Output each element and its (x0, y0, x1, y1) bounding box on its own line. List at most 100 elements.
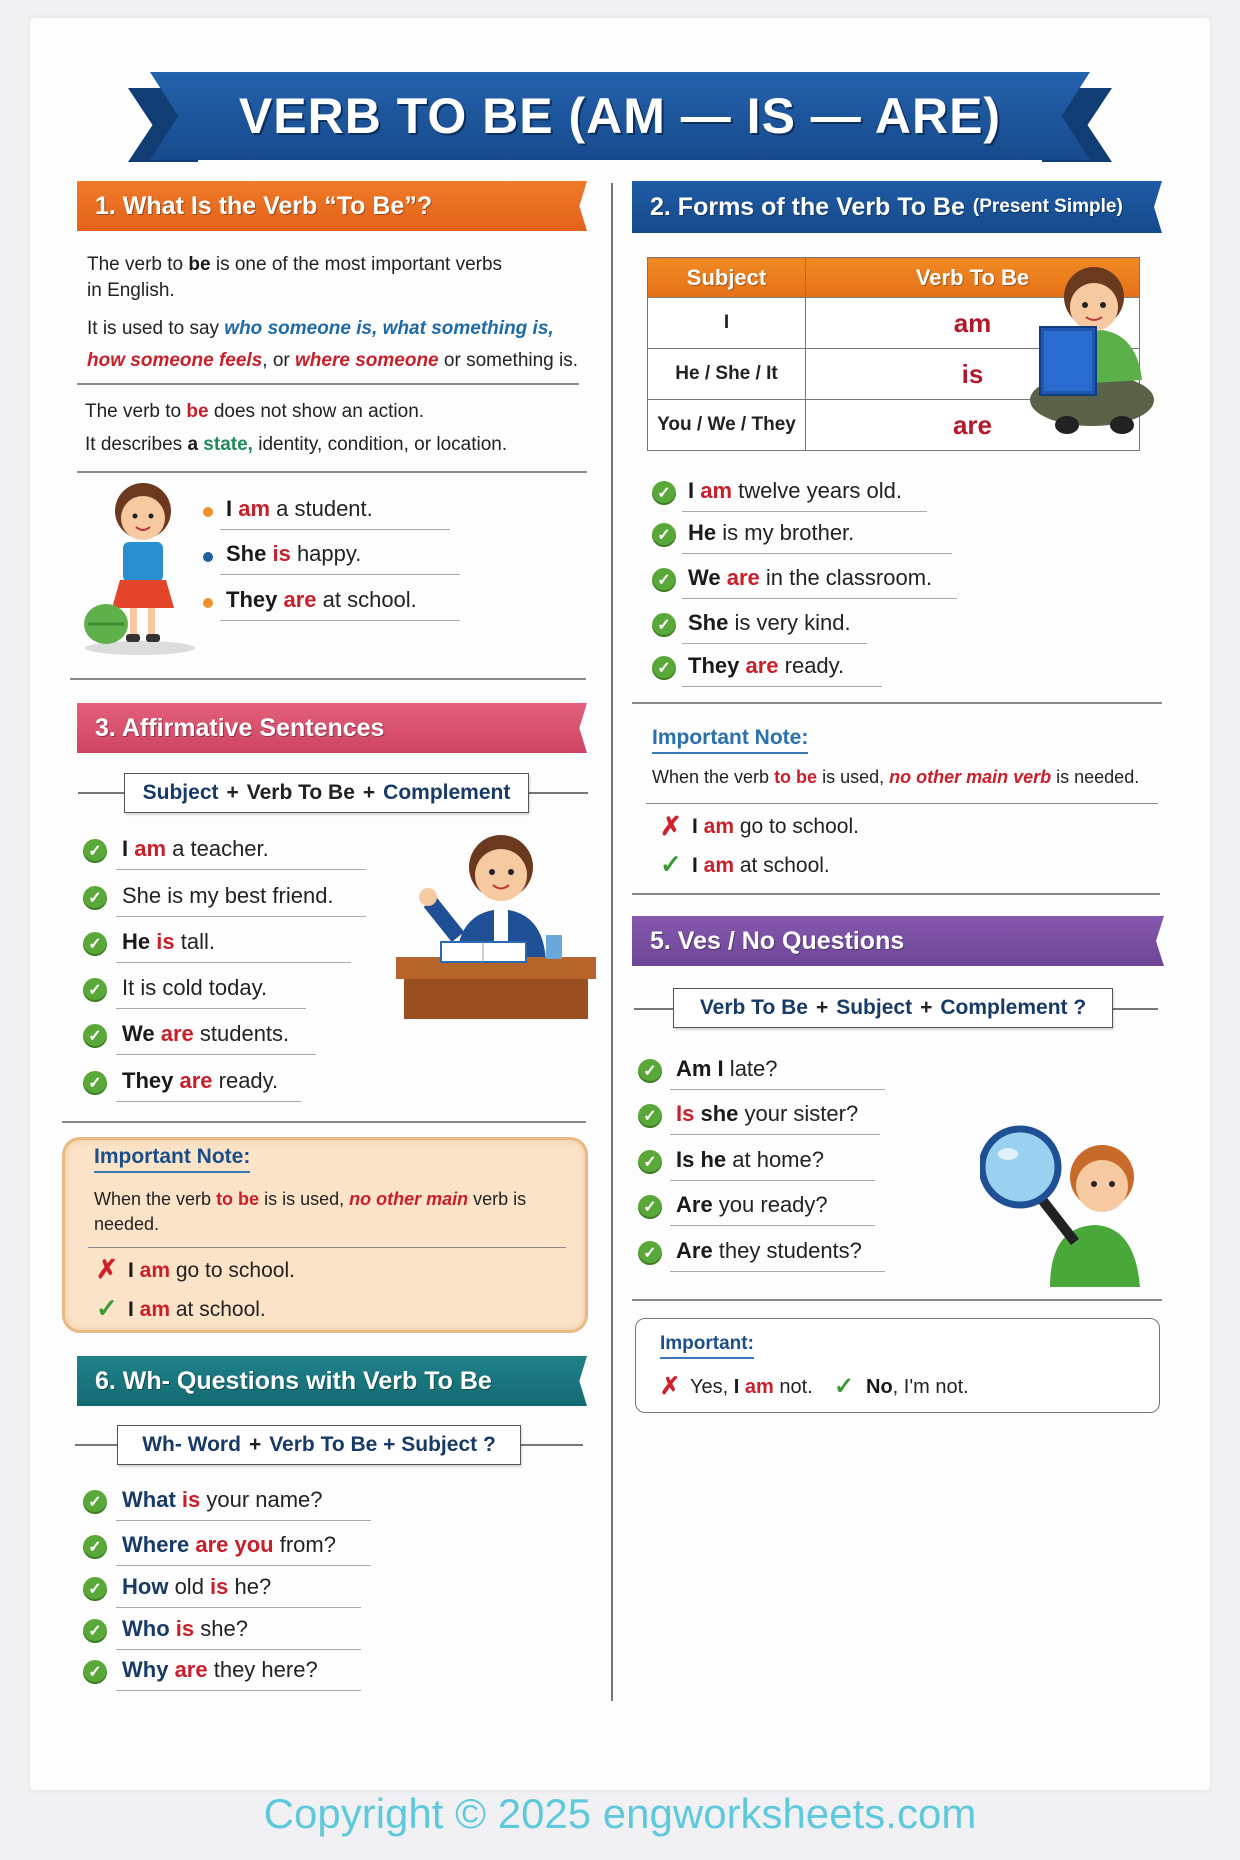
formula-part: Subject (836, 996, 913, 1019)
check-circle-icon: ✓ (638, 1104, 662, 1128)
section-5-title: 5. Ves / No Questions (650, 926, 905, 955)
underline (116, 1520, 371, 1521)
text-segment: They (688, 653, 746, 678)
formula-part: Verb To Be + Subject ? (269, 1433, 496, 1456)
s1-line: It describes a state, identity, conditio… (85, 434, 507, 456)
underline (116, 1607, 361, 1608)
s1-line: It is used to say who someone is, what s… (87, 318, 554, 340)
text-segment: They (226, 587, 284, 612)
text-segment: They (122, 1068, 180, 1093)
example-sentence: He is tall. (122, 929, 215, 955)
section-1-header: 1. What Is the Verb “To Be”? (77, 181, 587, 231)
title-banner: VERB TO BE (AM — IS — ARE) (150, 72, 1090, 160)
note-title: Important Note: (94, 1145, 251, 1173)
text-segment: where someone (295, 350, 439, 371)
text-segment: I (226, 496, 239, 521)
important-box (635, 1318, 1160, 1413)
check-circle-icon: ✓ (638, 1059, 662, 1083)
text-segment: am (744, 1376, 774, 1398)
text-segment: is (175, 1487, 201, 1512)
text-segment: Is (676, 1101, 695, 1126)
text-segment: who someone is, what something is, (224, 318, 554, 339)
example-sentence: Is she your sister? (676, 1101, 858, 1127)
underline (220, 529, 450, 530)
formula-plus: + (920, 996, 933, 1019)
correct-check-icon: ✓ (834, 1373, 855, 1400)
s1-line: The verb to be does not show an action. (85, 401, 424, 423)
section-2-title: 2. Forms of the Verb To Be (650, 192, 965, 221)
formula-part: Complement ? (940, 996, 1087, 1019)
check-circle-icon: ✓ (83, 1535, 107, 1559)
check-circle-icon: ✓ (83, 932, 107, 956)
check-circle-icon: ✓ (83, 978, 107, 1002)
example-sentence: He is my brother. (688, 520, 854, 546)
text-segment: she? (194, 1616, 248, 1641)
text-segment: a (187, 434, 204, 455)
text-segment: He (122, 929, 157, 954)
check-circle-icon: ✓ (652, 613, 676, 637)
text-segment: How (122, 1574, 169, 1599)
text-segment: to be (216, 1189, 260, 1209)
text-segment: She (688, 610, 729, 635)
table-header: Subject (647, 257, 806, 298)
wrong-x-icon: ✗ (660, 1373, 681, 1400)
example-sentence: It is cold today. (122, 975, 267, 1001)
text-segment: you ready? (712, 1192, 828, 1217)
formula-part: Complement (383, 781, 511, 804)
divider (632, 1299, 1162, 1301)
table-cell-subject: You / We / They (647, 399, 806, 451)
text-segment: , or (262, 350, 296, 371)
text-segment: they students? (712, 1238, 862, 1263)
yes-no-formula: Verb To Be + Subject + Complement ? (673, 988, 1113, 1028)
text-segment: verb is (468, 1189, 527, 1209)
check-circle-icon: ✓ (83, 886, 107, 910)
text-segment: they here? (207, 1657, 318, 1682)
underline (670, 1134, 880, 1135)
section-6-header: 6. Wh- Questions with Verb To Be (77, 1356, 587, 1406)
text-segment: , I'm not. (892, 1376, 969, 1398)
note-text: When the verb to be is used, no other ma… (652, 767, 1139, 788)
text-segment: are (160, 1021, 194, 1046)
underline (670, 1271, 885, 1272)
example-sentence: We are in the classroom. (688, 565, 932, 591)
note-text: When the verb to be is is used, no other… (94, 1189, 526, 1210)
text-segment: or something is. (438, 350, 579, 371)
correct-example: I am at school. (692, 854, 830, 878)
formula-part: Verb To Be (246, 781, 355, 804)
text-segment: am (703, 854, 735, 877)
underline (116, 1690, 361, 1691)
text-segment: are (726, 565, 760, 590)
wrong-x-icon: ✗ (96, 1254, 118, 1284)
text-segment: no other main verb (889, 767, 1052, 787)
text-segment: students. (193, 1021, 290, 1046)
text-segment: Why (122, 1657, 169, 1682)
divider (632, 893, 1160, 895)
example-sentence: How old is he? (122, 1574, 271, 1600)
underline (116, 1008, 306, 1009)
correct-check-icon: ✓ (96, 1293, 118, 1323)
divider (77, 471, 587, 473)
text-segment: go to school. (170, 1259, 295, 1282)
text-segment: at school. (316, 587, 417, 612)
page-title: VERB TO BE (AM — IS — ARE) (238, 88, 1002, 144)
copyright: Copyright © 2025 engworksheets.com (263, 1790, 977, 1837)
text-segment: no other main (349, 1189, 469, 1209)
example-sentence: She is my best friend. (122, 883, 334, 909)
text-segment: is needed. (1051, 767, 1140, 787)
section-6-title: 6. Wh- Questions with Verb To Be (95, 1366, 492, 1395)
note-text: needed. (94, 1214, 159, 1235)
text-segment: at home? (726, 1147, 824, 1172)
example-sentence: Who is she? (122, 1616, 248, 1642)
check-circle-icon: ✓ (638, 1150, 662, 1174)
table-cell-subject: He / She / It (647, 348, 806, 400)
check-circle-icon: ✓ (83, 1619, 107, 1643)
example-sentence: Are they students? (676, 1238, 862, 1264)
formula-part: Wh- Word (142, 1433, 241, 1456)
underline (682, 553, 952, 554)
underline (116, 1054, 316, 1055)
text-segment: is very kind. (728, 610, 851, 635)
text-segment: Am I (676, 1056, 724, 1081)
text-segment: a student. (270, 496, 373, 521)
text-segment: are you (189, 1532, 274, 1557)
text-segment: is (272, 541, 291, 566)
